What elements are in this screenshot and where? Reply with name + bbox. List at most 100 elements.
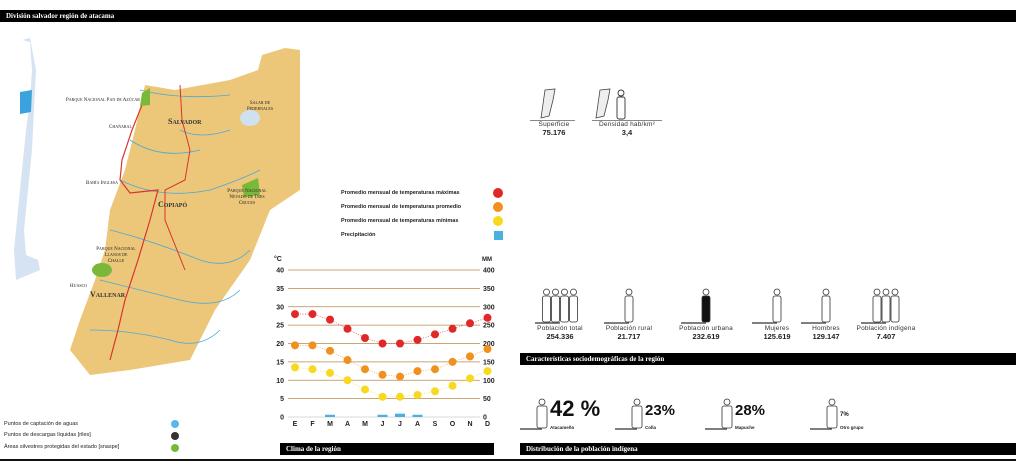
y-tick-label: 40 <box>276 268 284 275</box>
chile-silhouette <box>14 38 40 280</box>
map-label-llanos: Parque Nacional Llanos de Challe <box>96 247 136 264</box>
chart-title-bar: Clima de la región <box>280 443 494 455</box>
stat-value: 3,4 <box>621 128 633 137</box>
x-tick-label: E <box>293 421 298 428</box>
data-point <box>343 376 352 385</box>
data-point <box>431 387 439 396</box>
x-tick-label: A <box>415 421 420 428</box>
series-line-2 <box>294 367 488 398</box>
data-point <box>448 357 457 366</box>
data-point <box>361 333 369 342</box>
data-point <box>326 346 334 355</box>
population-figure-icon <box>535 288 578 324</box>
legend-areas: Áreas silvestres protegidas del estado [… <box>4 444 120 450</box>
stat-value: 129.147 <box>812 332 840 341</box>
y-tick-label: 10 <box>276 378 284 385</box>
stat-label: Población urbana <box>679 325 733 332</box>
x-tick-label: O <box>450 421 456 428</box>
socio-title: Características sociodemográficas de la … <box>526 355 665 363</box>
y-tick-label: 20 <box>276 341 284 348</box>
precip-bar <box>412 414 423 417</box>
population-figure-icon <box>801 288 831 324</box>
indigenous-label: Otro grupo <box>840 425 864 430</box>
stat-value: 21.717 <box>617 332 641 341</box>
indigena-title: Distribución de la población indígena <box>526 445 638 453</box>
map-label-pedernales: Salar de Pedernales <box>246 101 274 112</box>
stat-densidad: Densidad hab/km² 3,4 <box>587 121 667 137</box>
legend-descargas: Puntos de descargas líquidas [riles] <box>4 432 91 438</box>
population-figure-icon <box>681 288 711 324</box>
data-point <box>361 365 369 374</box>
indigenous-percent: 28% <box>735 402 766 419</box>
stat-item: Población indígena 7.407 <box>846 325 926 341</box>
series-line-1 <box>295 345 488 377</box>
x-tick-label: J <box>398 421 402 428</box>
stat-label: Superficie <box>538 121 570 128</box>
indigenous-percent: 23% <box>645 402 676 419</box>
region-highlight <box>20 90 32 114</box>
data-point <box>448 324 457 333</box>
data-point <box>396 372 404 381</box>
data-point <box>413 390 422 399</box>
x-tick-label: S <box>433 421 438 428</box>
stat-superficie: Superficie 75.176 <box>514 121 594 137</box>
stat-item: Población rural 21.717 <box>589 325 669 341</box>
stat-label: Hombres <box>812 325 840 332</box>
region-outline-icon <box>540 88 556 119</box>
y2-tick-label: 250 <box>483 323 495 330</box>
map-label-chanaral: Chañaral <box>109 125 132 130</box>
legend-precip-marker <box>494 231 503 240</box>
data-point <box>413 335 422 344</box>
data-point <box>378 370 387 379</box>
data-point <box>466 374 474 383</box>
series-line-0 <box>295 313 488 344</box>
bottom-rule <box>0 459 1016 461</box>
data-point <box>483 367 492 376</box>
city-vallenar: Vallenar <box>90 290 126 299</box>
indigenous-figure-icon <box>810 398 838 430</box>
water-point-icon <box>171 420 179 428</box>
city-salvador: Salvador <box>168 117 202 126</box>
stat-label: Mujeres <box>764 325 790 332</box>
y-tick-label: 25 <box>276 323 284 330</box>
stat-value: 125.619 <box>763 332 791 341</box>
data-point <box>291 341 299 350</box>
chart-legend-avg: Promedio mensual de temperaturas promedi… <box>341 204 462 210</box>
map-label-pan-azucar: Parque Nacional Pan de Azúcar <box>66 98 140 103</box>
page-title: División salvador región de atacama <box>6 12 115 20</box>
chart-legend-min: Promedio mensual de temperaturas mínimas <box>341 218 459 224</box>
x-tick-label: F <box>310 421 315 428</box>
population-figure-icon <box>861 288 900 324</box>
data-point <box>343 356 352 365</box>
chart-legend-precip: Precipitación <box>341 232 376 238</box>
stat-value: 75.176 <box>542 128 566 137</box>
y-tick-label: 15 <box>276 359 284 366</box>
park-tres-cruces <box>242 178 260 197</box>
stat-label: Población rural <box>605 325 653 332</box>
stat-label: Población total <box>537 325 583 332</box>
y2-tick-label: 350 <box>483 286 495 293</box>
protected-area-icon <box>171 444 179 452</box>
legend-avg-marker <box>493 202 503 212</box>
indigenous-label: Mapuche <box>735 425 755 430</box>
chart-title: Clima de la región <box>286 445 341 453</box>
x-tick-label: M <box>362 421 368 428</box>
area-icons <box>540 88 626 120</box>
x-tick-label: M <box>327 421 333 428</box>
person-icon <box>616 89 626 120</box>
y-tick-label: 35 <box>276 286 284 293</box>
data-point <box>396 392 404 401</box>
precip-bar <box>377 414 388 417</box>
data-point <box>431 365 439 374</box>
map-label-huasco: Huasco <box>70 284 88 289</box>
region-outline-icon-2 <box>595 88 611 119</box>
data-point <box>378 392 387 401</box>
indigenous-percent: 7% <box>840 412 849 418</box>
y-tick-label: 30 <box>276 304 284 311</box>
stat-item: Población total 254.336 <box>520 325 600 341</box>
data-point <box>308 365 317 374</box>
map-label-tres-cruces: Parque Nacional Nevado de Tres Cruces <box>227 189 267 206</box>
indigenous-percent: 42 % <box>550 396 601 421</box>
road <box>109 89 159 361</box>
y2-tick-label: 300 <box>483 304 495 311</box>
